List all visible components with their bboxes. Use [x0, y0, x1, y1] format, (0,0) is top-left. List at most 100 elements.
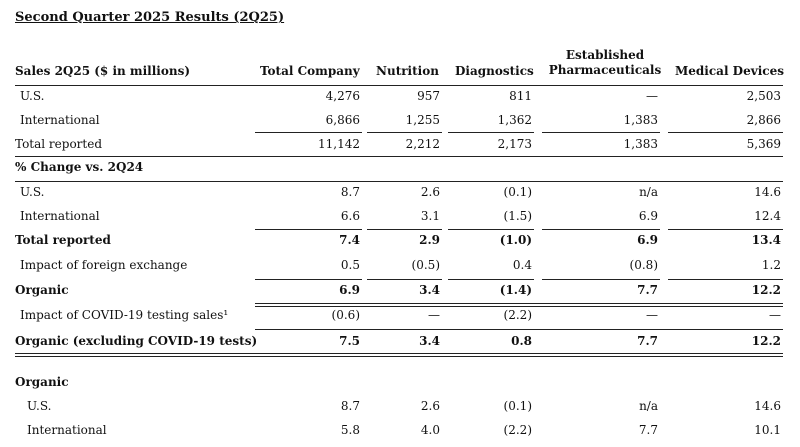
subtotal-rule: [367, 229, 442, 230]
table-cell: 8.7: [340, 185, 360, 199]
table-cell: (2.2): [503, 423, 532, 437]
subtotal-rule: [668, 229, 783, 230]
subtotal-rule: [255, 132, 362, 133]
row-header-label: Sales 2Q25 ($ in millions): [15, 64, 191, 78]
double-rule: [255, 303, 783, 307]
table-cell: n/a: [639, 399, 658, 413]
table-cell: 6.9: [637, 233, 658, 247]
table-cell: 5,369: [746, 137, 781, 151]
col-diagnostics: Diagnostics: [455, 64, 534, 78]
table-cell: (1.0): [499, 233, 532, 247]
subtotal-rule: [448, 132, 534, 133]
header-rule: [15, 85, 783, 86]
table-cell: 957: [417, 89, 440, 103]
table-row-label: U.S.: [27, 399, 52, 413]
table-cell: (0.8): [629, 258, 658, 272]
table-row-label: Impact of foreign exchange: [20, 258, 188, 272]
col-total-company: Total Company: [260, 64, 360, 78]
col-established-line1: Established: [565, 48, 645, 62]
table-row-label: Total reported: [15, 137, 103, 151]
table-cell: 7.7: [637, 334, 658, 348]
table-cell: 14.6: [754, 185, 781, 199]
table-cell: 13.4: [751, 233, 781, 247]
table-cell: (0.6): [331, 308, 360, 322]
table-cell: 12.2: [751, 334, 781, 348]
table-cell: (1.5): [503, 209, 532, 223]
subtotal-rule: [448, 279, 534, 280]
table-cell: 1,383: [623, 137, 658, 151]
subtotal-rule: [255, 279, 362, 280]
subtotal-rule: [542, 229, 660, 230]
organic-section-header: Organic: [15, 375, 69, 389]
section-rule: [15, 181, 783, 182]
table-cell: 6.9: [339, 283, 360, 297]
table-row-label: International: [20, 113, 100, 127]
table-row-label: U.S.: [20, 89, 45, 103]
col-medical-devices: Medical Devices: [675, 64, 784, 78]
col-established-line2: Pharmaceuticals: [548, 63, 662, 77]
table-cell: (2.2): [503, 308, 532, 322]
table-cell: 6,866: [325, 113, 360, 127]
table-cell: 4.0: [420, 423, 440, 437]
table-row-label: Total reported: [15, 233, 111, 247]
table-cell: 6.6: [340, 209, 360, 223]
table-cell: 7.7: [638, 423, 658, 437]
table-cell: 11,142: [318, 137, 360, 151]
table-cell: (1.4): [499, 283, 532, 297]
table-cell: 6.9: [638, 209, 658, 223]
change-section-header: % Change vs. 2Q24: [15, 160, 144, 174]
table-cell: 10.1: [754, 423, 781, 437]
subtotal-rule: [367, 132, 442, 133]
table-cell: 3.4: [419, 334, 440, 348]
table-cell: 3.1: [420, 209, 440, 223]
table-cell: n/a: [639, 185, 658, 199]
table-cell: (0.1): [503, 399, 532, 413]
subtotal-rule: [542, 279, 660, 280]
table-row-label: International: [27, 423, 107, 437]
table-cell: 1,255: [405, 113, 440, 127]
table-cell: —: [769, 308, 781, 322]
table-cell: 12.2: [751, 283, 781, 297]
table-cell: 2.6: [420, 399, 440, 413]
subtotal-rule: [448, 229, 534, 230]
page-title: Second Quarter 2025 Results (2Q25): [15, 10, 285, 25]
table-cell: 4,276: [325, 89, 360, 103]
table-cell: 811: [509, 89, 532, 103]
table-cell: 3.4: [419, 283, 440, 297]
table-row-label: Organic: [15, 283, 69, 297]
double-rule: [15, 353, 783, 357]
table-cell: 0.4: [512, 258, 532, 272]
col-nutrition: Nutrition: [376, 64, 439, 78]
table-cell: 7.4: [339, 233, 360, 247]
table-cell: 1,362: [497, 113, 532, 127]
table-cell: 14.6: [754, 399, 781, 413]
table-cell: 0.5: [340, 258, 360, 272]
table-cell: 2,212: [405, 137, 440, 151]
table-cell: 2,866: [746, 113, 781, 127]
table-cell: 2,503: [746, 89, 781, 103]
table-cell: (0.1): [503, 185, 532, 199]
table-row-label: U.S.: [20, 185, 45, 199]
table-cell: 12.4: [754, 209, 781, 223]
table-row-label: Organic (excluding COVID-19 tests): [15, 334, 258, 348]
table-cell: 7.7: [637, 283, 658, 297]
col-established-pharmaceuticals: Established Pharmaceuticals: [546, 48, 664, 78]
table-cell: 2.6: [420, 185, 440, 199]
subtotal-rule: [367, 279, 442, 280]
table-cell: 7.5: [339, 334, 360, 348]
table-cell: 8.7: [340, 399, 360, 413]
table-cell: 2.9: [419, 233, 440, 247]
section-rule: [15, 156, 783, 157]
table-cell: —: [646, 308, 658, 322]
table-row-label: Impact of COVID-19 testing sales¹: [20, 308, 229, 322]
table-row-label: International: [20, 209, 100, 223]
subtotal-rule: [668, 279, 783, 280]
subtotal-rule: [255, 229, 362, 230]
table-cell: —: [428, 308, 440, 322]
table-cell: 5.8: [340, 423, 360, 437]
subtotal-rule: [668, 132, 783, 133]
table-cell: 0.8: [511, 334, 532, 348]
table-cell: (0.5): [411, 258, 440, 272]
subtotal-rule: [255, 329, 783, 330]
table-cell: 2,173: [497, 137, 532, 151]
